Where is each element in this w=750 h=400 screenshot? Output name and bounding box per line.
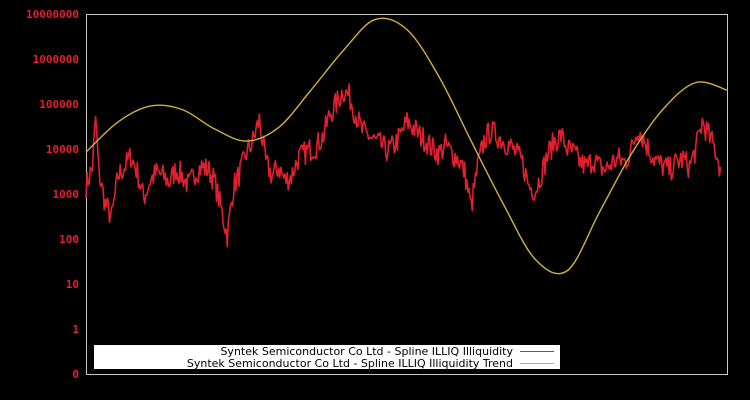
y-tick-label: 100 <box>59 233 79 246</box>
y-tick-label: 10000 <box>46 143 79 156</box>
legend-label-trend: Syntek Semiconductor Co Ltd - Spline ILL… <box>187 357 513 370</box>
legend-label-illiquidity: Syntek Semiconductor Co Ltd - Spline ILL… <box>220 345 513 358</box>
y-tick-label: 0 <box>72 368 79 381</box>
y-tick-label: 1 <box>72 323 79 336</box>
illiquidity-trend-line <box>85 17 729 275</box>
y-tick-label: 10000000 <box>26 8 79 21</box>
y-tick-label: 1000 <box>53 188 80 201</box>
illiquidity-series-line <box>85 83 722 248</box>
y-tick-label: 10 <box>66 278 79 291</box>
legend: Syntek Semiconductor Co Ltd - Spline ILL… <box>94 345 560 370</box>
y-tick-label: 100000 <box>39 98 79 111</box>
plot-area <box>85 17 729 275</box>
y-tick-label: 1000000 <box>33 53 79 66</box>
legend-box <box>94 345 560 369</box>
